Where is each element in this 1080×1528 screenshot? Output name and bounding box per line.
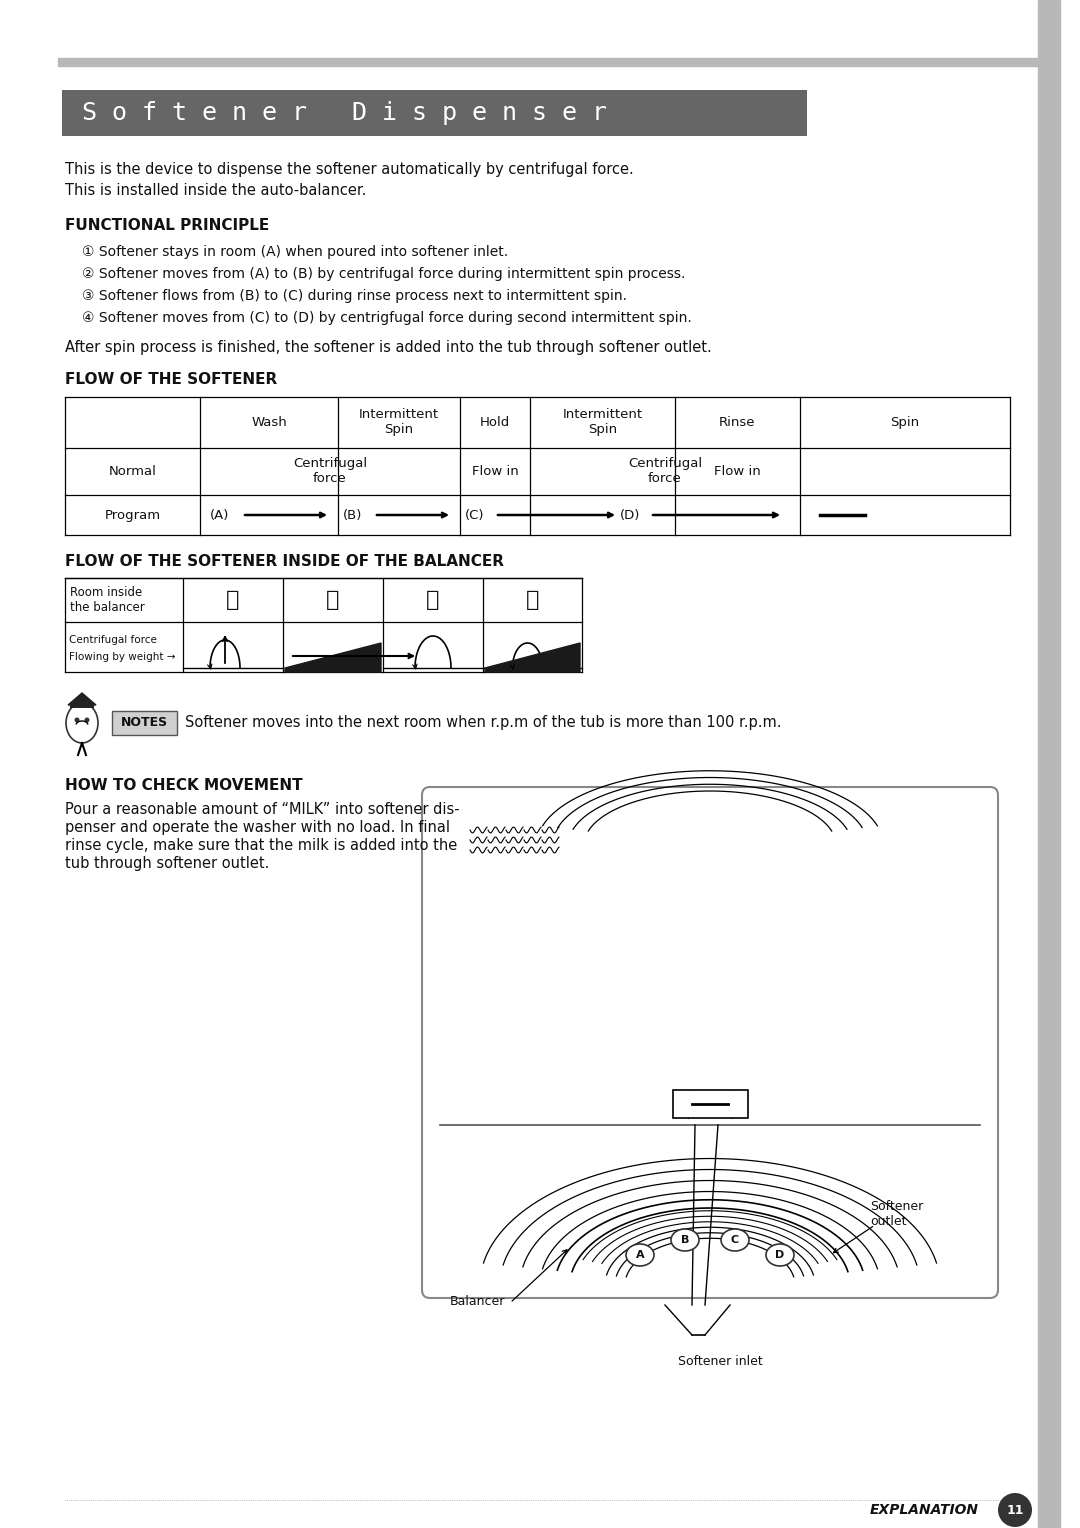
Circle shape — [75, 718, 80, 723]
Ellipse shape — [626, 1244, 654, 1267]
Text: ② Softener moves from (A) to (B) by centrifugal force during intermittent spin p: ② Softener moves from (A) to (B) by cent… — [82, 267, 686, 281]
Text: This is installed inside the auto-balancer.: This is installed inside the auto-balanc… — [65, 183, 366, 199]
Text: Softener moves into the next room when r.p.m of the tub is more than 100 r.p.m.: Softener moves into the next room when r… — [185, 715, 782, 730]
Text: Softener
outlet: Softener outlet — [870, 1199, 923, 1229]
Text: Ⓐ: Ⓐ — [227, 590, 240, 610]
Bar — [673, 1089, 747, 1118]
Polygon shape — [485, 643, 580, 672]
Text: Flowing by weight →: Flowing by weight → — [69, 652, 175, 662]
Text: HOW TO CHECK MOVEMENT: HOW TO CHECK MOVEMENT — [65, 778, 302, 793]
Text: Hold: Hold — [480, 416, 510, 429]
Text: B: B — [680, 1235, 689, 1245]
Circle shape — [998, 1493, 1032, 1526]
Circle shape — [84, 718, 90, 723]
Text: FUNCTIONAL PRINCIPLE: FUNCTIONAL PRINCIPLE — [65, 219, 269, 232]
Text: Pour a reasonable amount of “MILK” into softener dis-: Pour a reasonable amount of “MILK” into … — [65, 802, 460, 817]
Text: (C): (C) — [465, 509, 485, 521]
Text: Centrifugal
force: Centrifugal force — [293, 457, 367, 486]
Text: ④ Softener moves from (C) to (D) by centrigfugal force during second intermitten: ④ Softener moves from (C) to (D) by cent… — [82, 312, 692, 325]
Text: ① Softener stays in room (A) when poured into softener inlet.: ① Softener stays in room (A) when poured… — [82, 244, 508, 260]
Text: FLOW OF THE SOFTENER INSIDE OF THE BALANCER: FLOW OF THE SOFTENER INSIDE OF THE BALAN… — [65, 555, 504, 568]
Ellipse shape — [66, 703, 98, 743]
Text: tub through softener outlet.: tub through softener outlet. — [65, 856, 269, 871]
Text: rinse cycle, make sure that the milk is added into the: rinse cycle, make sure that the milk is … — [65, 837, 457, 853]
Ellipse shape — [671, 1229, 699, 1251]
Text: Ⓑ: Ⓑ — [326, 590, 340, 610]
Text: FLOW OF THE SOFTENER: FLOW OF THE SOFTENER — [65, 371, 278, 387]
Text: Ⓓ: Ⓓ — [526, 590, 539, 610]
Text: Spin: Spin — [890, 416, 919, 429]
Text: S o f t e n e r   D i s p e n s e r: S o f t e n e r D i s p e n s e r — [82, 101, 607, 125]
Text: Flow in: Flow in — [472, 465, 518, 478]
Text: Centrifugal force: Centrifugal force — [69, 636, 157, 645]
Text: After spin process is finished, the softener is added into the tub through softe: After spin process is finished, the soft… — [65, 341, 712, 354]
Text: penser and operate the washer with no load. In final: penser and operate the washer with no lo… — [65, 821, 450, 834]
Text: C: C — [731, 1235, 739, 1245]
Text: Intermittent
Spin: Intermittent Spin — [359, 408, 440, 437]
Text: Wash: Wash — [252, 416, 287, 429]
Text: Program: Program — [105, 509, 161, 521]
Text: (B): (B) — [343, 509, 363, 521]
Bar — [70, 703, 94, 707]
Bar — [112, 711, 177, 735]
Text: EXPLANATION: EXPLANATION — [870, 1504, 978, 1517]
Text: A: A — [636, 1250, 645, 1261]
Bar — [1038, 0, 1059, 1528]
Text: Intermittent
Spin: Intermittent Spin — [563, 408, 643, 437]
Text: 11: 11 — [1007, 1504, 1024, 1516]
Text: Centrifugal
force: Centrifugal force — [627, 457, 702, 486]
Text: This is the device to dispense the softener automatically by centrifugal force.: This is the device to dispense the softe… — [65, 162, 634, 177]
Bar — [62, 90, 807, 136]
Text: ③ Softener flows from (B) to (C) during rinse process next to intermittent spin.: ③ Softener flows from (B) to (C) during … — [82, 289, 627, 303]
Text: Normal: Normal — [109, 465, 157, 478]
Text: Flow in: Flow in — [714, 465, 761, 478]
Text: D: D — [775, 1250, 785, 1261]
FancyBboxPatch shape — [422, 787, 998, 1297]
Text: (D): (D) — [620, 509, 640, 521]
Text: Balancer: Balancer — [450, 1296, 505, 1308]
Polygon shape — [285, 643, 381, 672]
Text: (A): (A) — [210, 509, 229, 521]
Bar — [58, 58, 1038, 66]
Text: Softener inlet: Softener inlet — [677, 1355, 762, 1368]
Polygon shape — [68, 694, 96, 704]
Text: NOTES: NOTES — [121, 717, 167, 729]
Text: Rinse: Rinse — [719, 416, 756, 429]
Ellipse shape — [721, 1229, 750, 1251]
Text: Room inside
the balancer: Room inside the balancer — [70, 587, 145, 614]
Ellipse shape — [766, 1244, 794, 1267]
Text: Ⓒ: Ⓒ — [427, 590, 440, 610]
